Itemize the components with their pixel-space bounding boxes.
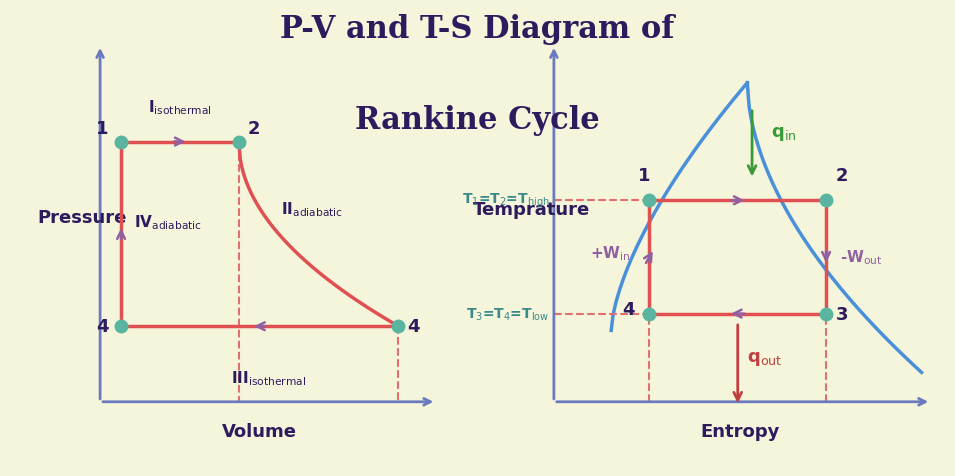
Text: 4: 4 [407, 317, 419, 336]
Text: 1: 1 [96, 120, 109, 138]
Text: T$_1$=T$_2$=T$_{\mathrm{high}}$: T$_1$=T$_2$=T$_{\mathrm{high}}$ [461, 192, 549, 210]
Text: -W$_{\mathrm{out}}$: -W$_{\mathrm{out}}$ [840, 248, 883, 267]
Text: II$_{\mathrm{adiabatic}}$: II$_{\mathrm{adiabatic}}$ [281, 200, 343, 218]
Text: q$_{\mathrm{out}}$: q$_{\mathrm{out}}$ [748, 349, 783, 367]
Text: Entropy: Entropy [700, 422, 780, 440]
Text: 4: 4 [96, 317, 109, 336]
Text: Rankine Cycle: Rankine Cycle [355, 105, 600, 136]
Text: +W$_{\mathrm{in}}$: +W$_{\mathrm{in}}$ [589, 244, 630, 263]
Text: P-V and T-S Diagram of: P-V and T-S Diagram of [281, 14, 674, 45]
Text: IV$_{\mathrm{adiabatic}}$: IV$_{\mathrm{adiabatic}}$ [134, 212, 202, 231]
Text: I$_{\mathrm{isothermal}}$: I$_{\mathrm{isothermal}}$ [148, 99, 212, 117]
Text: 3: 3 [836, 305, 848, 323]
Text: T$_3$=T$_4$=T$_{\mathrm{low}}$: T$_3$=T$_4$=T$_{\mathrm{low}}$ [466, 306, 549, 322]
Text: 4: 4 [623, 301, 635, 319]
Text: q$_{\mathrm{in}}$: q$_{\mathrm{in}}$ [772, 125, 796, 143]
Text: 1: 1 [638, 166, 651, 184]
Text: Temprature: Temprature [473, 200, 590, 218]
Text: 2: 2 [247, 120, 260, 138]
Text: Pressure: Pressure [37, 208, 126, 227]
Text: 2: 2 [836, 166, 848, 184]
Text: III$_{\mathrm{isothermal}}$: III$_{\mathrm{isothermal}}$ [230, 368, 306, 387]
Text: Volume: Volume [223, 422, 297, 440]
